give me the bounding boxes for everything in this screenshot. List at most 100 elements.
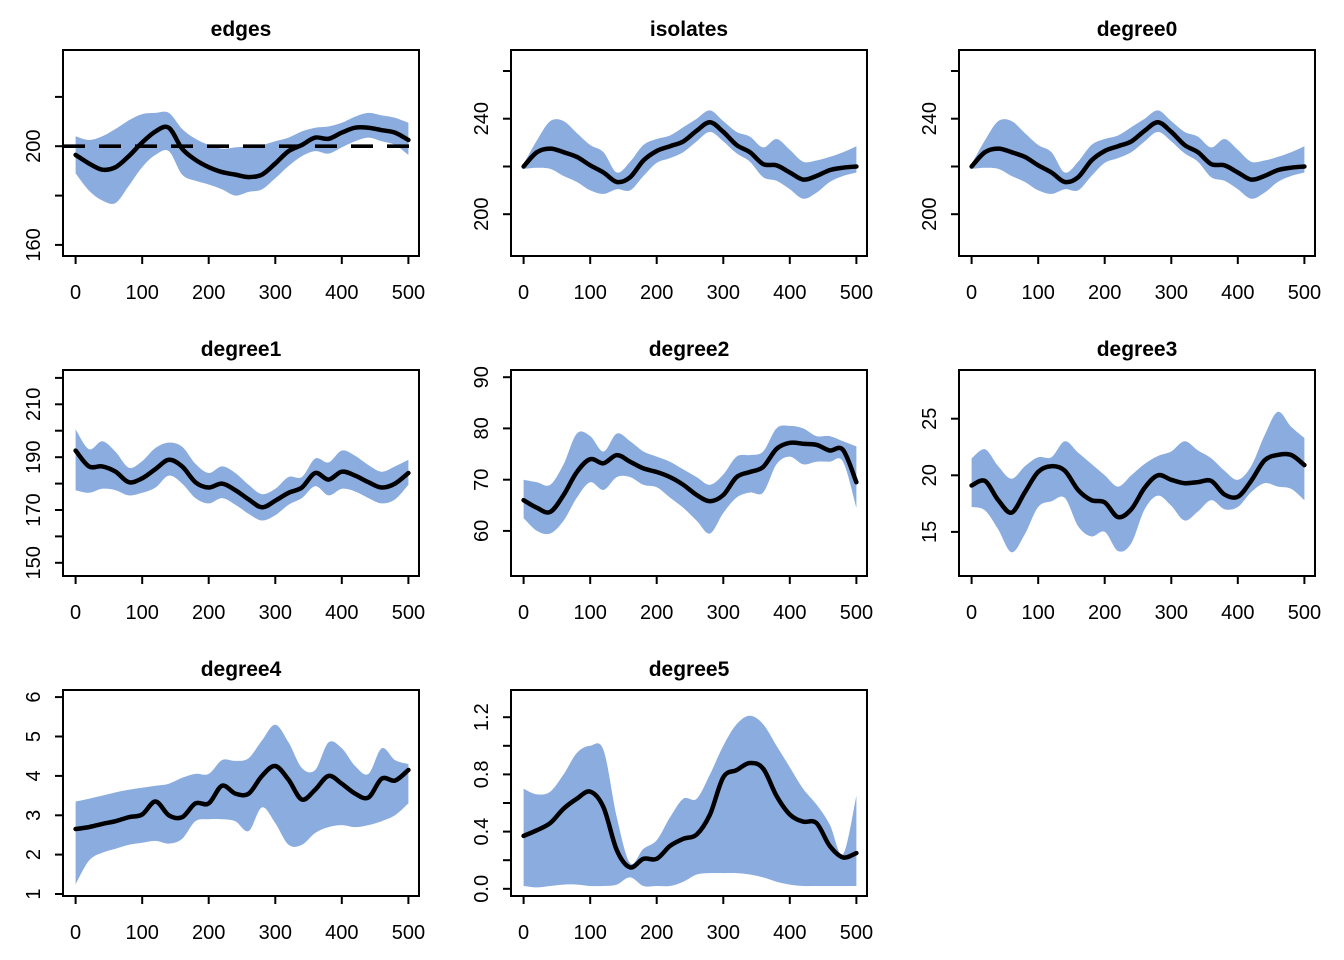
y-axis-tick-label: 160 [23, 228, 45, 261]
y-axis-tick-label: 25 [919, 408, 941, 430]
x-axis-tick-label: 0 [70, 602, 81, 624]
y-axis-tick-label: 15 [919, 521, 941, 543]
x-axis-tick-label: 400 [773, 922, 806, 944]
x-axis-tick-label: 300 [259, 602, 292, 624]
x-axis-tick-label: 400 [325, 282, 358, 304]
x-axis-tick-label: 300 [259, 922, 292, 944]
confidence-band [75, 724, 409, 885]
x-axis-tick-label: 0 [518, 602, 529, 624]
y-axis-tick-label: 4 [23, 770, 45, 781]
x-axis-tick-label: 200 [192, 282, 225, 304]
x-axis-tick-label: 400 [773, 602, 806, 624]
x-axis-tick-label: 100 [126, 602, 159, 624]
x-axis-tick-label: 200 [640, 922, 673, 944]
x-axis-tick-label: 300 [259, 282, 292, 304]
y-axis-tick-label: 90 [471, 366, 493, 388]
x-axis-tick-label: 100 [126, 282, 159, 304]
x-axis-tick-label: 400 [325, 922, 358, 944]
x-axis-tick-label: 0 [518, 282, 529, 304]
x-axis-tick-label: 300 [1155, 602, 1188, 624]
x-axis-tick-label: 0 [966, 282, 977, 304]
panel-isolates: isolates 0 100 200 300 400 500 200 240 [471, 18, 873, 304]
smoothed-mean-line [521, 760, 859, 870]
plot-box [958, 369, 1316, 577]
plot-box [62, 49, 420, 257]
x-axis-tick-label: 300 [707, 922, 740, 944]
x-axis-tick-label: 0 [70, 282, 81, 304]
x-axis-tick-label: 500 [840, 922, 873, 944]
plot-title: degree0 [1097, 18, 1178, 41]
x-axis-tick-label: 500 [840, 282, 873, 304]
x-axis-tick-label: 300 [1155, 282, 1188, 304]
y-axis-tick-label: 20 [919, 464, 941, 486]
confidence-band [75, 111, 409, 204]
smoothed-mean-line [73, 124, 411, 180]
plot-title: isolates [650, 18, 728, 41]
panel-degree4: degree4 0 100 200 300 400 500 1 2 3 4 5 6 [23, 658, 425, 944]
x-axis-tick-label: 400 [1221, 602, 1254, 624]
y-axis-tick-label: 1 [23, 888, 45, 899]
confidence-band [75, 429, 409, 521]
panel-edges: edges 0 100 200 300 400 500 160 200 [23, 18, 425, 304]
y-axis-tick-label: 150 [23, 546, 45, 579]
plot-box [510, 49, 868, 257]
y-axis-tick-label: 3 [23, 810, 45, 821]
x-axis-tick-label: 500 [392, 282, 425, 304]
confidence-band [971, 411, 1305, 553]
y-axis-tick-label: 1.2 [471, 703, 493, 731]
y-axis-tick-label: 70 [471, 469, 493, 491]
y-axis-tick-label: 60 [471, 520, 493, 542]
plot-title: degree4 [201, 658, 282, 681]
y-axis-tick-label: 200 [471, 198, 493, 231]
y-axis-tick-label: 240 [471, 102, 493, 135]
plot-title: edges [211, 18, 272, 41]
smoothed-mean-line [73, 448, 411, 510]
y-axis-tick-label: 240 [919, 102, 941, 135]
smoothed-mean-line [73, 763, 411, 832]
y-axis-tick-label: 80 [471, 417, 493, 439]
x-axis-tick-label: 200 [192, 922, 225, 944]
x-axis-tick-label: 500 [1288, 602, 1321, 624]
y-axis-tick-label: 200 [23, 130, 45, 163]
x-axis-tick-label: 400 [773, 282, 806, 304]
plot-box [510, 369, 868, 577]
y-axis-tick-label: 6 [23, 692, 45, 703]
y-axis-tick-label: 0.0 [471, 875, 493, 903]
x-axis-tick-label: 400 [325, 602, 358, 624]
x-axis-tick-label: 500 [840, 602, 873, 624]
x-axis-tick-label: 300 [707, 282, 740, 304]
plot-box [62, 369, 420, 577]
y-axis-tick-label: 190 [23, 441, 45, 474]
x-axis-tick-label: 200 [1088, 602, 1121, 624]
plot-title: degree5 [649, 658, 730, 681]
plot-title: degree2 [649, 338, 730, 361]
smoothed-mean-line [969, 451, 1307, 520]
y-axis-tick-label: 2 [23, 849, 45, 860]
x-axis-tick-label: 500 [1288, 282, 1321, 304]
y-axis-tick-label: 0.4 [471, 818, 493, 846]
plot-box [62, 689, 420, 897]
x-axis-tick-label: 200 [192, 602, 225, 624]
confidence-band [523, 715, 857, 888]
x-axis-tick-label: 100 [1022, 282, 1055, 304]
x-axis-tick-label: 300 [707, 602, 740, 624]
y-axis-tick-label: 200 [919, 198, 941, 231]
plot-title: degree1 [201, 338, 282, 361]
smoothed-mean-line [521, 440, 859, 515]
y-axis-tick-label: 170 [23, 493, 45, 526]
empty-cell [896, 640, 1344, 960]
y-axis-tick-label: 0.8 [471, 760, 493, 788]
x-axis-tick-label: 100 [1022, 602, 1055, 624]
plot-box [958, 49, 1316, 257]
x-axis-tick-label: 400 [1221, 282, 1254, 304]
y-axis-tick-label: 5 [23, 731, 45, 742]
panel-degree0: degree0 0 100 200 300 400 500 200 240 [919, 18, 1321, 304]
x-axis-tick-label: 100 [574, 922, 607, 944]
x-axis-tick-label: 100 [574, 602, 607, 624]
x-axis-tick-label: 0 [70, 922, 81, 944]
x-axis-tick-label: 100 [126, 922, 159, 944]
x-axis-tick-label: 0 [966, 602, 977, 624]
x-axis-tick-label: 500 [392, 922, 425, 944]
x-axis-tick-label: 0 [518, 922, 529, 944]
